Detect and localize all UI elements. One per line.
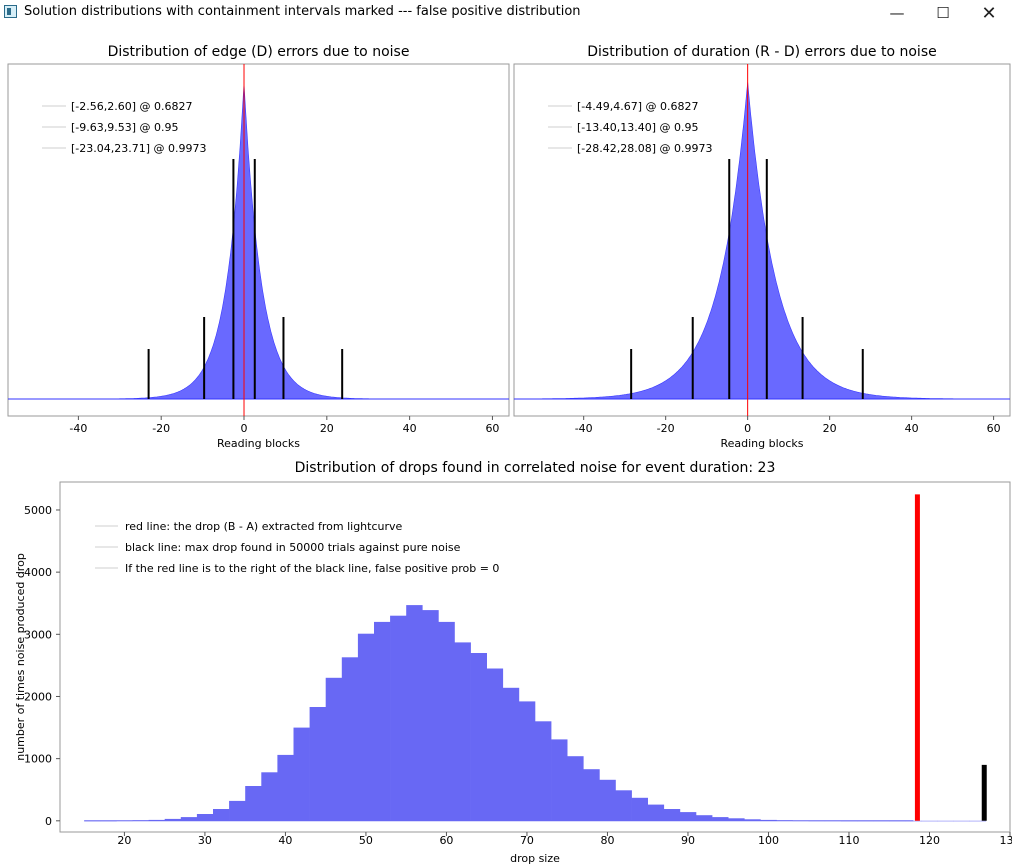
histogram-bar <box>583 769 600 821</box>
histogram-bar <box>261 772 278 821</box>
x-tick-label: 60 <box>439 834 453 847</box>
x-tick-label: 30 <box>198 834 212 847</box>
legend-entry: [-23.04,23.71] @ 0.9973 <box>71 142 207 155</box>
histogram-bar <box>438 621 455 821</box>
y-tick-label: 2000 <box>24 690 52 703</box>
x-axis-label: Reading blocks <box>720 437 803 450</box>
plots-area: Distribution of edge (D) errors due to n… <box>7 44 1012 864</box>
histogram-bar <box>277 754 294 821</box>
histogram-bar <box>728 818 745 821</box>
histogram-bar <box>229 800 246 821</box>
minimize-button[interactable]: — <box>889 4 905 22</box>
histogram-bar <box>953 820 970 822</box>
x-tick-label: 130 <box>1000 834 1012 847</box>
histogram-bar <box>905 820 922 822</box>
histogram-bar <box>921 820 938 822</box>
x-tick-label: 20 <box>320 422 334 435</box>
histogram-bar <box>696 815 713 821</box>
histogram-bar <box>518 701 536 821</box>
legend-entry: black line: max drop found in 50000 tria… <box>125 541 461 554</box>
histogram-bar <box>631 797 648 821</box>
x-tick-label: 60 <box>987 422 1001 435</box>
close-button[interactable]: ✕ <box>981 2 997 24</box>
histogram-bar <box>374 621 391 821</box>
histogram-bar <box>502 687 520 821</box>
histogram-bar <box>196 814 214 821</box>
maximize-button[interactable]: ☐ <box>936 4 950 22</box>
x-tick-label: -40 <box>69 422 87 435</box>
x-tick-label: 50 <box>359 834 373 847</box>
x-tick-label: 100 <box>758 834 779 847</box>
histogram-bar <box>422 610 439 821</box>
x-tick-label: 90 <box>681 834 695 847</box>
x-tick-label: 40 <box>403 422 417 435</box>
x-tick-label: -20 <box>657 422 675 435</box>
histogram-bar <box>293 727 310 821</box>
histogram-bar <box>454 642 471 821</box>
x-tick-label: 70 <box>520 834 534 847</box>
histogram-bar <box>744 819 761 821</box>
drop-distribution-chart: Distribution of drops found in correlate… <box>14 460 1012 864</box>
x-tick-label: 80 <box>600 834 614 847</box>
histogram-bar <box>567 756 584 821</box>
x-tick-label: 0 <box>744 422 751 435</box>
histogram-bar <box>406 605 423 821</box>
histogram-bar <box>647 804 665 821</box>
legend-entry: [-28.42,28.08] @ 0.9973 <box>577 142 713 155</box>
y-axis-label: number of times noise produced drop <box>14 553 27 761</box>
histogram-bar <box>245 786 262 821</box>
y-tick-label: 4000 <box>24 566 52 579</box>
chart-title: Distribution of duration (R - D) errors … <box>587 44 936 60</box>
window-title: Solution distributions with containment … <box>24 4 581 19</box>
y-tick-label: 0 <box>45 815 52 828</box>
histogram-bar <box>164 818 182 821</box>
x-tick-label: 20 <box>823 422 837 435</box>
histogram-bar <box>180 817 198 821</box>
x-tick-label: -20 <box>152 422 170 435</box>
histogram-bar <box>486 668 504 821</box>
histogram-bar <box>535 721 552 821</box>
window-titlebar: Solution distributions with containment … <box>0 0 1012 26</box>
edge-error-chart: Distribution of edge (D) errors due to n… <box>7 44 510 450</box>
legend-entry: [-13.40,13.40] @ 0.95 <box>577 121 699 134</box>
duration-error-chart: Distribution of duration (R - D) errors … <box>513 44 1011 450</box>
legend-entry: red line: the drop (B - A) extracted fro… <box>125 520 403 533</box>
legend-entry: [-9.63,9.53] @ 0.95 <box>71 121 179 134</box>
histogram-bar <box>551 739 568 821</box>
chart-title: Distribution of drops found in correlate… <box>295 460 776 476</box>
histogram-bar <box>679 812 697 821</box>
histogram-bar <box>325 677 343 821</box>
x-tick-label: 120 <box>919 834 940 847</box>
legend-entry: [-4.49,4.67] @ 0.6827 <box>577 100 699 113</box>
histogram-bar <box>213 809 230 821</box>
x-axis-label: Reading blocks <box>217 437 300 450</box>
chart-title: Distribution of edge (D) errors due to n… <box>108 44 410 60</box>
legend-entry: [-2.56,2.60] @ 0.6827 <box>71 100 193 113</box>
histogram-bar <box>937 820 954 822</box>
legend-entry: If the red line is to the right of the b… <box>125 562 499 575</box>
histogram-bar <box>309 707 326 821</box>
x-tick-label: 40 <box>905 422 919 435</box>
histogram-bar <box>712 817 729 821</box>
histogram-bar <box>615 790 632 821</box>
histogram-bar <box>599 779 616 821</box>
histogram-bar <box>390 615 407 821</box>
histogram-bar <box>663 809 681 821</box>
x-tick-label: 20 <box>117 834 131 847</box>
x-tick-label: -40 <box>575 422 593 435</box>
histogram-bar <box>470 653 487 821</box>
y-tick-label: 5000 <box>24 504 52 517</box>
x-tick-label: 40 <box>278 834 292 847</box>
x-tick-label: 0 <box>241 422 248 435</box>
histogram-bar <box>969 820 987 822</box>
histogram-bar <box>357 633 375 821</box>
y-tick-label: 3000 <box>24 628 52 641</box>
histogram-bar <box>341 657 359 821</box>
x-tick-label: 110 <box>838 834 859 847</box>
y-tick-label: 1000 <box>24 753 52 766</box>
distribution-area <box>513 81 1010 400</box>
app-icon <box>4 5 17 18</box>
x-tick-label: 60 <box>485 422 499 435</box>
x-axis-label: drop size <box>510 852 560 864</box>
